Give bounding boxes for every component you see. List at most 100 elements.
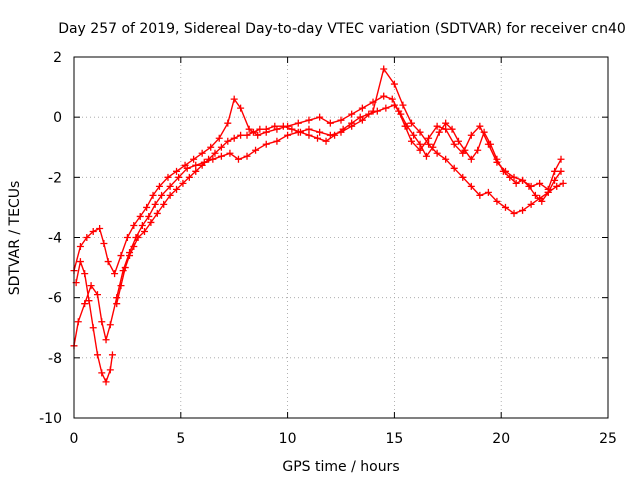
data-point	[422, 152, 430, 160]
series-trace	[75, 259, 114, 384]
data-point	[134, 234, 142, 241]
data-point	[557, 167, 565, 175]
data-point	[416, 146, 424, 154]
data-point	[416, 128, 424, 136]
x-tick-label: 25	[599, 431, 617, 447]
series-track-1	[70, 92, 565, 278]
data-point	[442, 119, 450, 127]
data-point	[382, 104, 390, 112]
data-point	[198, 149, 206, 157]
data-point	[93, 291, 101, 299]
y-tick-label: -4	[48, 231, 62, 247]
data-point	[305, 131, 313, 139]
data-point	[553, 182, 561, 190]
data-point	[316, 113, 324, 121]
y-tick-label: 0	[53, 110, 62, 126]
data-point	[155, 182, 163, 190]
data-point	[380, 65, 388, 73]
data-point	[252, 146, 260, 154]
data-point	[89, 227, 97, 235]
data-point	[433, 122, 441, 130]
data-point	[448, 125, 456, 133]
data-point	[254, 131, 262, 139]
data-point	[480, 128, 488, 136]
data-point	[399, 101, 407, 109]
x-tick-label: 20	[492, 431, 510, 447]
data-point	[166, 191, 174, 199]
data-point	[358, 104, 366, 112]
data-point	[74, 318, 82, 326]
data-point	[487, 140, 495, 148]
data-point	[175, 173, 183, 181]
data-point	[217, 152, 225, 160]
data-point	[390, 80, 398, 88]
data-point	[207, 143, 215, 151]
data-point	[198, 161, 206, 169]
data-point	[98, 369, 106, 377]
data-point	[407, 119, 415, 127]
data-point	[76, 243, 84, 251]
series-trace	[116, 104, 562, 304]
data-point	[226, 149, 234, 157]
data-point	[160, 200, 168, 208]
data-point	[459, 173, 467, 181]
data-point	[442, 125, 450, 133]
series-track-4	[113, 101, 565, 308]
chart-title: Day 257 of 2019, Sidereal Day-to-day VTE…	[58, 21, 626, 37]
data-point	[245, 125, 253, 133]
data-point	[551, 176, 559, 184]
data-point	[164, 173, 172, 181]
data-point	[230, 95, 238, 103]
data-point	[96, 224, 104, 232]
data-point	[243, 131, 251, 139]
data-point	[510, 209, 518, 217]
x-tick-label: 0	[70, 431, 79, 447]
data-point	[143, 203, 151, 211]
data-point	[256, 125, 264, 133]
data-point	[519, 206, 527, 214]
data-point	[403, 122, 411, 130]
data-point	[145, 212, 153, 220]
data-point	[192, 161, 200, 169]
data-point	[262, 140, 270, 148]
data-point	[249, 128, 257, 136]
data-point	[390, 101, 398, 109]
data-point	[106, 321, 114, 329]
data-point	[305, 125, 313, 133]
data-point	[102, 336, 110, 344]
data-point	[435, 128, 443, 136]
data-point	[126, 252, 134, 260]
data-point	[476, 122, 484, 130]
data-point	[450, 164, 458, 172]
y-tick-label: -10	[39, 411, 62, 427]
data-point	[551, 167, 559, 175]
data-point	[484, 188, 492, 196]
data-point	[454, 137, 462, 145]
data-point	[380, 92, 388, 100]
data-point	[234, 155, 242, 163]
data-point	[262, 125, 270, 133]
data-point	[237, 104, 245, 112]
data-point	[296, 128, 304, 136]
data-point	[425, 140, 433, 148]
data-point	[557, 155, 565, 163]
data-point	[83, 234, 91, 241]
data-point	[153, 209, 161, 217]
data-point	[531, 191, 539, 199]
x-tick-label: 5	[176, 431, 185, 447]
data-point	[179, 179, 187, 187]
data-point	[173, 167, 181, 175]
data-point	[331, 131, 339, 139]
data-point	[183, 164, 191, 172]
data-point	[89, 324, 97, 332]
x-axis-label: GPS time / hours	[282, 459, 399, 475]
data-point	[192, 167, 200, 175]
data-point	[217, 143, 225, 151]
data-point	[81, 270, 89, 278]
data-point	[544, 188, 552, 196]
data-point	[476, 191, 484, 199]
data-point	[211, 149, 219, 157]
series-trace	[73, 95, 562, 276]
data-point	[499, 167, 507, 175]
